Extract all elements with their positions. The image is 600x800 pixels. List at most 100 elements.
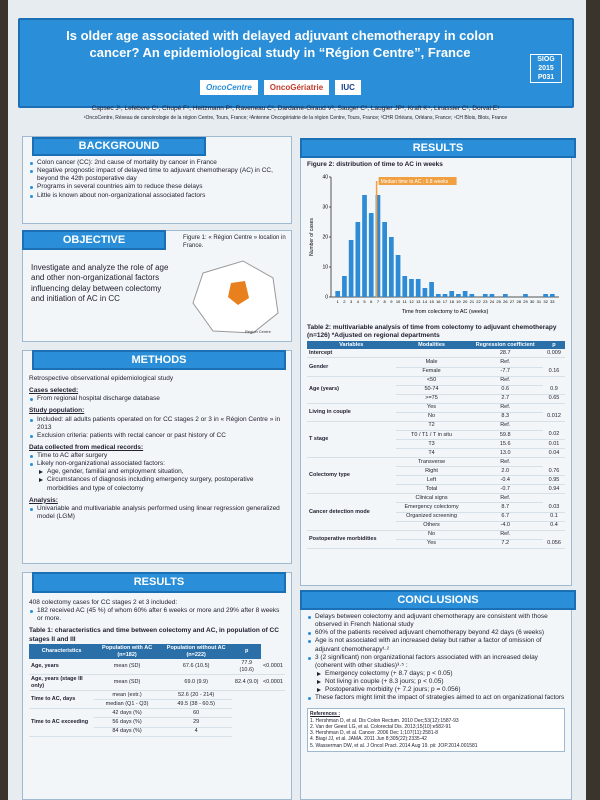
table-row: T3 15.6 0.01	[307, 439, 565, 450]
cell: 0.6	[467, 385, 543, 395]
variable-cell: Age (years)	[307, 376, 396, 404]
bar	[355, 222, 361, 298]
list-item: SIOG	[537, 56, 555, 63]
bar	[549, 294, 555, 298]
list-item: 2015	[538, 65, 554, 73]
cell: 29	[159, 717, 233, 728]
bar	[503, 294, 508, 298]
cell: Ref.	[467, 357, 543, 368]
cell: 7.2	[467, 539, 543, 549]
list-item: 3 (2 significant) non organizational fac…	[307, 654, 565, 670]
conclusions-box: Delays between colectomy and adjuvant ch…	[300, 590, 572, 800]
section-heading: Cases selected:	[29, 387, 79, 395]
x-tick-label: 33	[550, 299, 555, 304]
cell: 15.6	[467, 439, 543, 450]
variable-cell: Time to AC exceeding	[29, 708, 95, 737]
logo: OncoCentre	[200, 80, 258, 95]
authors: Capsec J¹, Lefebvre C¹, Chupé F¹, Heitzm…	[91, 105, 500, 112]
cell: <50	[395, 376, 468, 386]
bullet-list: Delays between colectomy and adjuvant ch…	[307, 613, 565, 702]
cell: 0.009	[542, 349, 565, 359]
cell: T3	[395, 439, 468, 450]
bullet-list: Included: all adults patients operated o…	[29, 416, 285, 440]
bar	[523, 294, 528, 298]
table-row: 50-74 0.6 0.9	[307, 385, 565, 395]
header-row: Variables Modalities Regression coefficien…	[307, 340, 565, 350]
x-tick-label: 30	[530, 299, 535, 304]
x-tick-label: 12	[409, 299, 414, 304]
y-tick-label: 0	[325, 295, 328, 301]
cell: 0.02	[542, 430, 565, 441]
x-tick-label: 17	[443, 299, 448, 304]
cell: 0.95	[542, 475, 565, 486]
list-item: These factors might limit the impact of …	[307, 694, 565, 702]
badge: SIOG 2015 P031	[530, 54, 562, 84]
variable-cell: T stage	[307, 421, 396, 459]
table-row: Total -0.7 0.94	[307, 484, 565, 495]
figure-caption: Figure 1: « Région Centre » location in …	[183, 235, 286, 249]
cell: -7.7	[467, 367, 543, 377]
cell: Ref.	[467, 403, 543, 413]
list-item: Exclusion criteria: patients with rectal…	[29, 432, 285, 440]
table-row: No 8.3 0.012	[307, 412, 565, 422]
cell: <0.0001	[260, 674, 285, 692]
cell: 6.7	[467, 512, 543, 522]
table-row: Gender Male Ref.	[307, 357, 565, 377]
cell: T4	[395, 448, 468, 459]
cell: 59.8	[467, 430, 543, 441]
header-cell: Regression coefficient	[467, 340, 543, 350]
table-row: Age, years (stage III only) mean (SD) 69.0…	[29, 674, 285, 692]
annotation: Median time to AC : 6.8 weeks	[381, 179, 449, 185]
cell: 52.6 (20 - 214)	[159, 690, 233, 701]
cell: Left	[395, 475, 468, 486]
table-row: Left -0.4 0.95	[307, 475, 565, 486]
table-row: Organized screening 6.7 0.1	[307, 512, 565, 522]
table-row: 84 days (%) 4	[29, 727, 285, 737]
list-item: 5. Wasserman DW, et al. J Oncol Pract. 2…	[310, 742, 478, 749]
cell: 0.9	[542, 385, 565, 395]
table-row: T0 / T1 / T in situ 59.8 0.02	[307, 430, 565, 441]
bar	[422, 288, 428, 298]
section-title: OBJECTIVE	[22, 230, 166, 250]
x-tick-label: 25	[496, 299, 501, 304]
bullet-list: From regional hospital discharge databas…	[29, 395, 285, 403]
cell: mean (SD)	[94, 674, 160, 692]
cell: 0.1	[542, 512, 565, 522]
table-row: T4 13.0 0.04	[307, 448, 565, 459]
table-row: Cancer detection mode Clinical signs Ref.	[307, 493, 565, 531]
cell: -0.4	[467, 475, 543, 486]
cell: Ref.	[467, 421, 543, 431]
x-tick-label: 26	[503, 299, 508, 304]
cell: -4.0	[467, 521, 543, 531]
cell: Total	[395, 484, 468, 495]
x-tick-label: 6	[370, 299, 373, 304]
section-heading: Data collected from medical records:	[29, 443, 144, 451]
table-row: Living in couple Yes Ref.	[307, 403, 565, 422]
x-tick-label: 20	[463, 299, 468, 304]
bar	[435, 294, 441, 298]
cell: Female	[395, 367, 468, 377]
empty-cell	[395, 349, 468, 359]
table: Characteristics Population with AC (n=182…	[29, 643, 285, 737]
figure-title: Figure 2: distribution of time to AC in …	[307, 161, 443, 168]
x-tick-label: 21	[470, 299, 475, 304]
section-title: RESULTS	[32, 572, 286, 593]
section-heading: Study population:	[29, 407, 85, 415]
y-tick-label: 40	[322, 175, 328, 181]
table-row: Time to AC, days mean (extr.) 52.6 (20 - 2…	[29, 690, 285, 710]
bar	[402, 276, 408, 298]
table-row: Intercept 28.7 0.009	[307, 349, 565, 359]
bar	[469, 294, 475, 298]
methods-box: Retrospective observational epidemiologi…	[22, 350, 292, 564]
header-cell: Characteristics	[29, 643, 95, 660]
table-row: Others -4.0 0.4	[307, 521, 565, 531]
bullet-list: Univariable and multivariable analysis p…	[29, 505, 285, 521]
sub-item: Postoperative morbidity (+ 7.2 jours; p …	[307, 686, 565, 694]
header-cell: Modalities	[395, 340, 468, 350]
list-item: 3. Hershman D, et al. Cancer. 2006 Dec 1…	[310, 730, 439, 737]
table-row: median (Q1 - Q3) 49.5 (38 - 60.5)	[29, 699, 285, 710]
bar	[415, 279, 421, 298]
y-axis-label: Number of cases	[309, 218, 315, 256]
header-cell: Variables	[307, 340, 396, 350]
